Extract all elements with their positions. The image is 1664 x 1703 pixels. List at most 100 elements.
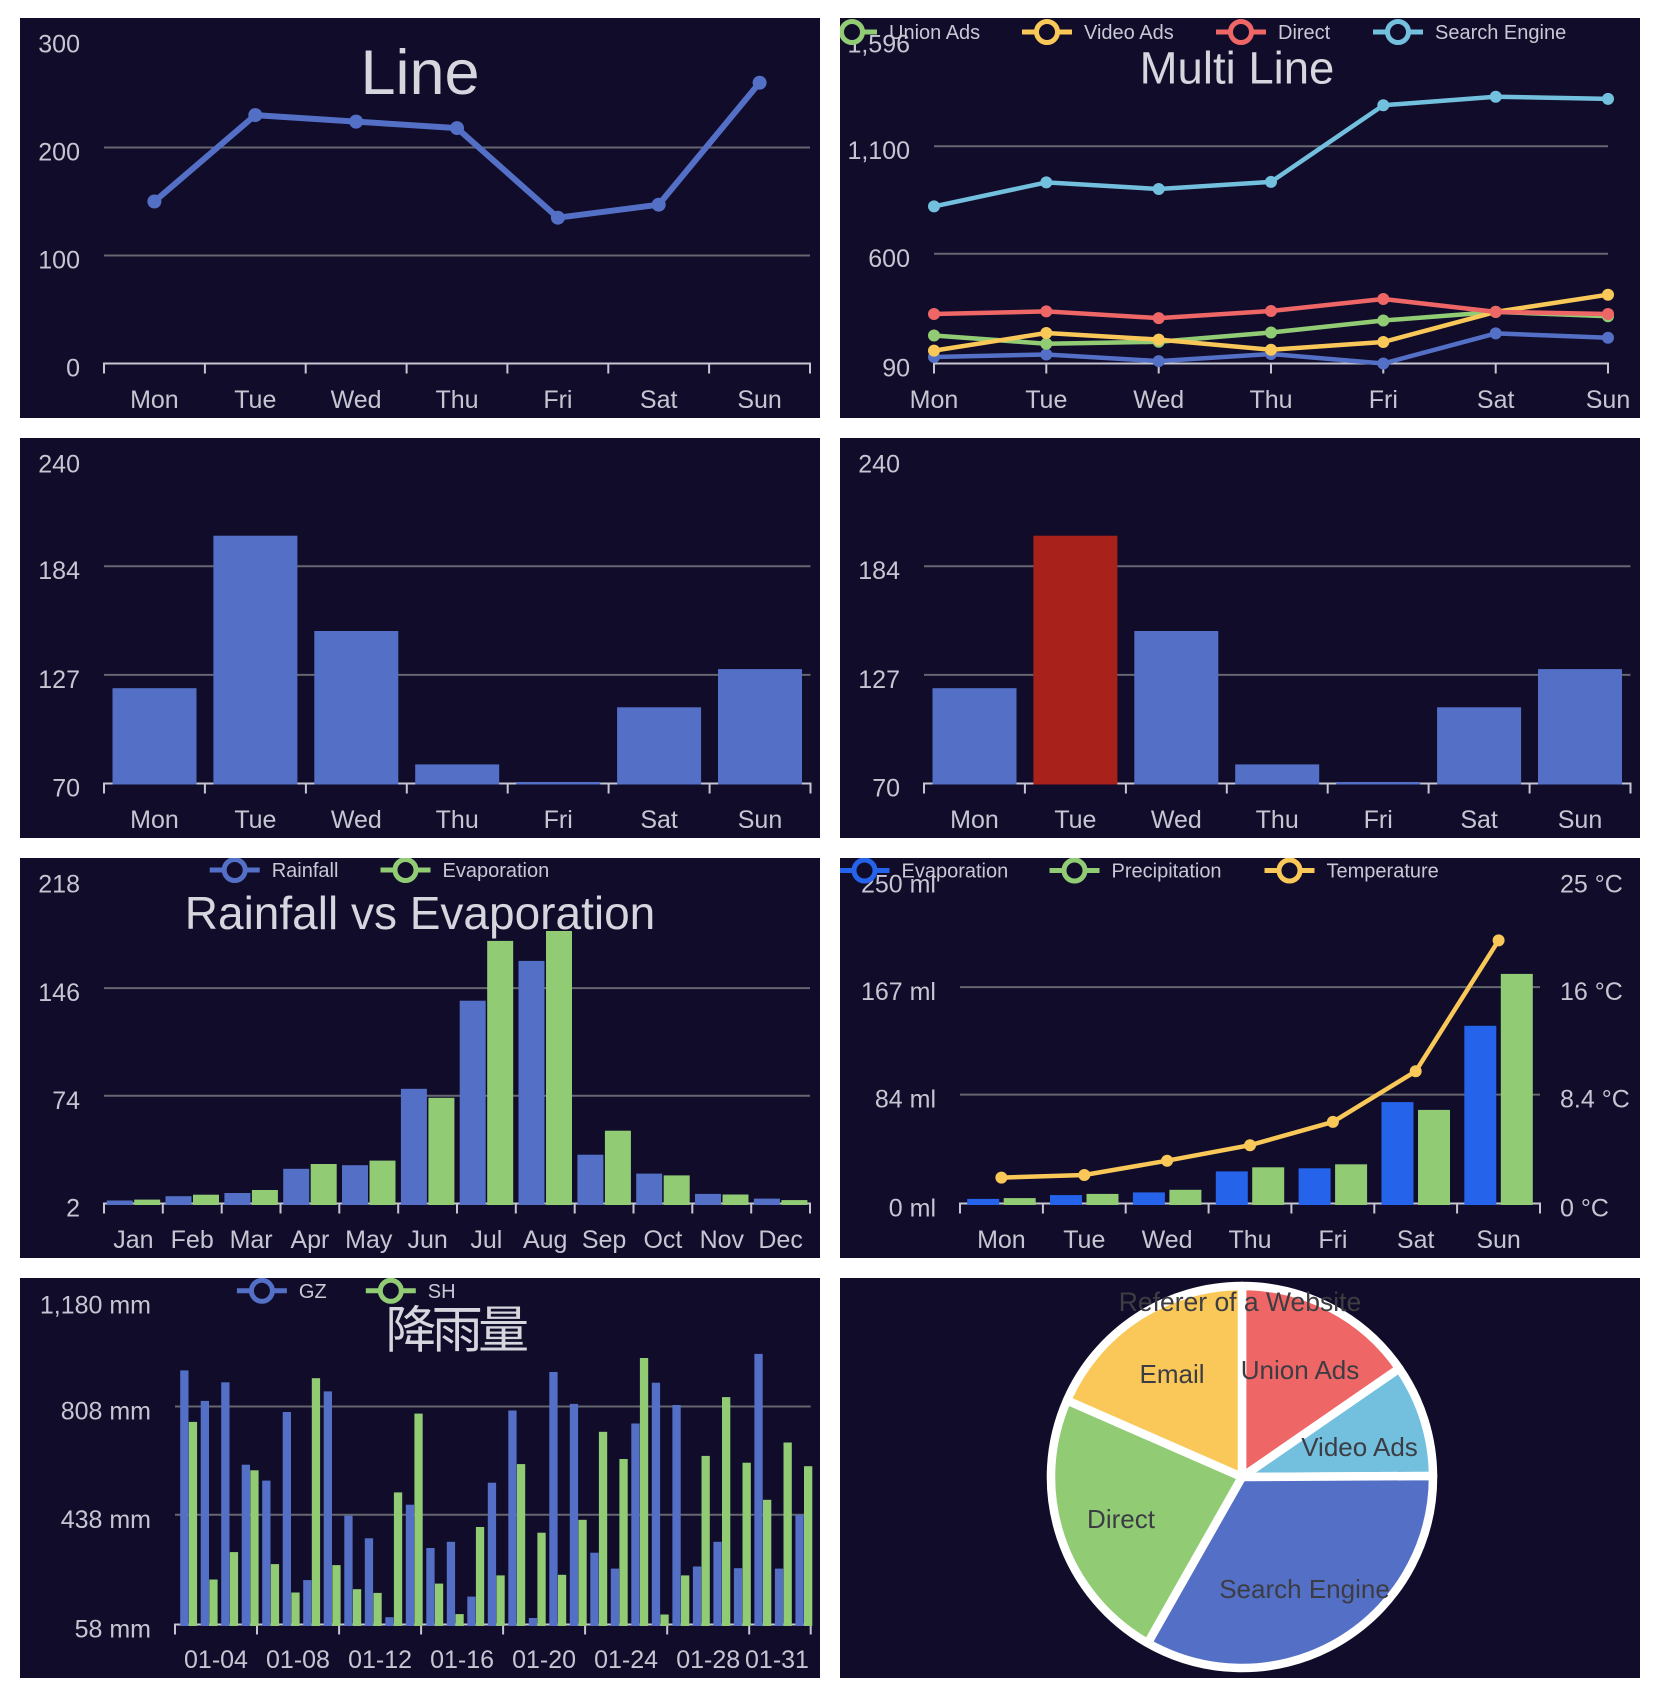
svg-text:167 ml: 167 ml bbox=[861, 978, 936, 1006]
svg-text:100: 100 bbox=[38, 247, 80, 275]
svg-text:240: 240 bbox=[38, 451, 80, 479]
svg-text:Evaporation: Evaporation bbox=[902, 861, 1009, 883]
svg-text:8.4 °C: 8.4 °C bbox=[1560, 1086, 1630, 1114]
svg-text:Feb: Feb bbox=[171, 1226, 214, 1254]
svg-text:Nov: Nov bbox=[700, 1226, 745, 1254]
svg-text:Wed: Wed bbox=[1142, 1226, 1193, 1254]
svg-text:218: 218 bbox=[38, 871, 80, 899]
svg-text:GZ: GZ bbox=[299, 1281, 327, 1303]
svg-text:Email: Email bbox=[1139, 1359, 1204, 1389]
svg-text:Sep: Sep bbox=[582, 1226, 626, 1254]
svg-text:16 °C: 16 °C bbox=[1560, 978, 1623, 1006]
svg-text:Sat: Sat bbox=[640, 806, 678, 834]
svg-text:Wed: Wed bbox=[331, 386, 382, 414]
svg-text:2: 2 bbox=[66, 1195, 80, 1223]
svg-text:01-16: 01-16 bbox=[430, 1646, 494, 1674]
svg-text:58 mm: 58 mm bbox=[75, 1616, 151, 1644]
svg-text:Fri: Fri bbox=[1369, 386, 1398, 414]
svg-text:25 °C: 25 °C bbox=[1560, 871, 1623, 899]
svg-text:0: 0 bbox=[66, 355, 80, 383]
svg-text:Referer of a Website: Referer of a Website bbox=[1119, 1287, 1362, 1317]
svg-text:Thu: Thu bbox=[1256, 806, 1299, 834]
svg-text:Sun: Sun bbox=[737, 386, 781, 414]
svg-text:Thu: Thu bbox=[1228, 1226, 1271, 1254]
svg-text:Mon: Mon bbox=[130, 806, 179, 834]
svg-text:Temperature: Temperature bbox=[1327, 861, 1439, 883]
svg-text:127: 127 bbox=[38, 666, 80, 694]
svg-text:Direct: Direct bbox=[1278, 22, 1331, 44]
svg-text:Sat: Sat bbox=[1397, 1226, 1435, 1254]
svg-text:Video Ads: Video Ads bbox=[1084, 22, 1174, 44]
svg-text:Video Ads: Video Ads bbox=[1301, 1432, 1418, 1462]
svg-text:146: 146 bbox=[38, 979, 80, 1007]
svg-text:600: 600 bbox=[868, 245, 910, 273]
svg-text:Mar: Mar bbox=[230, 1226, 273, 1254]
svg-text:Mon: Mon bbox=[910, 386, 959, 414]
svg-text:70: 70 bbox=[872, 775, 900, 803]
svg-text:Wed: Wed bbox=[1151, 806, 1202, 834]
svg-text:Multi Line: Multi Line bbox=[1140, 43, 1335, 94]
svg-text:Sun: Sun bbox=[1586, 386, 1630, 414]
svg-text:Sat: Sat bbox=[640, 386, 678, 414]
svg-text:Search Engine: Search Engine bbox=[1435, 22, 1566, 44]
svg-text:May: May bbox=[345, 1226, 393, 1254]
svg-text:Precipitation: Precipitation bbox=[1112, 861, 1222, 883]
svg-text:Thu: Thu bbox=[1249, 386, 1292, 414]
svg-text:Tue: Tue bbox=[234, 806, 276, 834]
svg-text:Mon: Mon bbox=[130, 386, 179, 414]
svg-text:Rainfall vs Evaporation: Rainfall vs Evaporation bbox=[185, 887, 655, 939]
svg-text:184: 184 bbox=[38, 557, 80, 585]
svg-text:Line: Line bbox=[360, 38, 479, 108]
svg-text:Jul: Jul bbox=[470, 1226, 502, 1254]
svg-text:01-31: 01-31 bbox=[745, 1646, 809, 1674]
svg-text:Thu: Thu bbox=[436, 806, 479, 834]
svg-text:90: 90 bbox=[882, 355, 910, 383]
svg-text:200: 200 bbox=[38, 139, 80, 167]
svg-text:Fri: Fri bbox=[1364, 806, 1393, 834]
svg-text:Tue: Tue bbox=[1063, 1226, 1105, 1254]
svg-text:Sun: Sun bbox=[1476, 1226, 1520, 1254]
svg-text:808 mm: 808 mm bbox=[61, 1398, 151, 1426]
svg-text:240: 240 bbox=[858, 451, 900, 479]
svg-text:Thu: Thu bbox=[435, 386, 478, 414]
svg-text:Mon: Mon bbox=[950, 806, 999, 834]
svg-text:Tue: Tue bbox=[1054, 806, 1096, 834]
svg-text:70: 70 bbox=[52, 775, 80, 803]
svg-text:300: 300 bbox=[38, 31, 80, 59]
svg-text:1,100: 1,100 bbox=[847, 137, 910, 165]
svg-text:SH: SH bbox=[428, 1281, 456, 1303]
svg-text:01-20: 01-20 bbox=[512, 1646, 576, 1674]
svg-text:01-08: 01-08 bbox=[266, 1646, 330, 1674]
svg-text:01-12: 01-12 bbox=[348, 1646, 412, 1674]
svg-text:Wed: Wed bbox=[1133, 386, 1184, 414]
svg-text:Jan: Jan bbox=[113, 1226, 153, 1254]
svg-text:Fri: Fri bbox=[544, 806, 573, 834]
svg-text:Jun: Jun bbox=[407, 1226, 447, 1254]
svg-text:Tue: Tue bbox=[1025, 386, 1067, 414]
svg-text:Dec: Dec bbox=[758, 1226, 802, 1254]
svg-text:Apr: Apr bbox=[290, 1226, 329, 1254]
svg-text:Union Ads: Union Ads bbox=[889, 22, 980, 44]
svg-text:01-04: 01-04 bbox=[184, 1646, 248, 1674]
svg-text:Rainfall: Rainfall bbox=[272, 860, 339, 882]
svg-text:Fri: Fri bbox=[543, 386, 572, 414]
svg-text:01-28: 01-28 bbox=[676, 1646, 740, 1674]
svg-text:Tue: Tue bbox=[234, 386, 276, 414]
svg-text:Search Engine: Search Engine bbox=[1219, 1574, 1390, 1604]
svg-text:Union Ads: Union Ads bbox=[1241, 1355, 1360, 1385]
svg-text:Evaporation: Evaporation bbox=[443, 860, 550, 882]
svg-text:Direct: Direct bbox=[1087, 1504, 1156, 1534]
svg-text:84 ml: 84 ml bbox=[875, 1086, 936, 1114]
svg-text:184: 184 bbox=[858, 557, 900, 585]
svg-text:438 mm: 438 mm bbox=[61, 1506, 151, 1534]
svg-text:Sun: Sun bbox=[738, 806, 782, 834]
svg-text:74: 74 bbox=[52, 1087, 80, 1115]
svg-text:0 ml: 0 ml bbox=[889, 1195, 936, 1223]
svg-text:Sun: Sun bbox=[1558, 806, 1602, 834]
svg-text:0 °C: 0 °C bbox=[1560, 1195, 1609, 1223]
svg-text:Wed: Wed bbox=[331, 806, 382, 834]
svg-text:01-24: 01-24 bbox=[594, 1646, 658, 1674]
svg-text:Fri: Fri bbox=[1318, 1226, 1347, 1254]
svg-text:1,180 mm: 1,180 mm bbox=[40, 1292, 151, 1320]
svg-text:Aug: Aug bbox=[523, 1226, 567, 1254]
